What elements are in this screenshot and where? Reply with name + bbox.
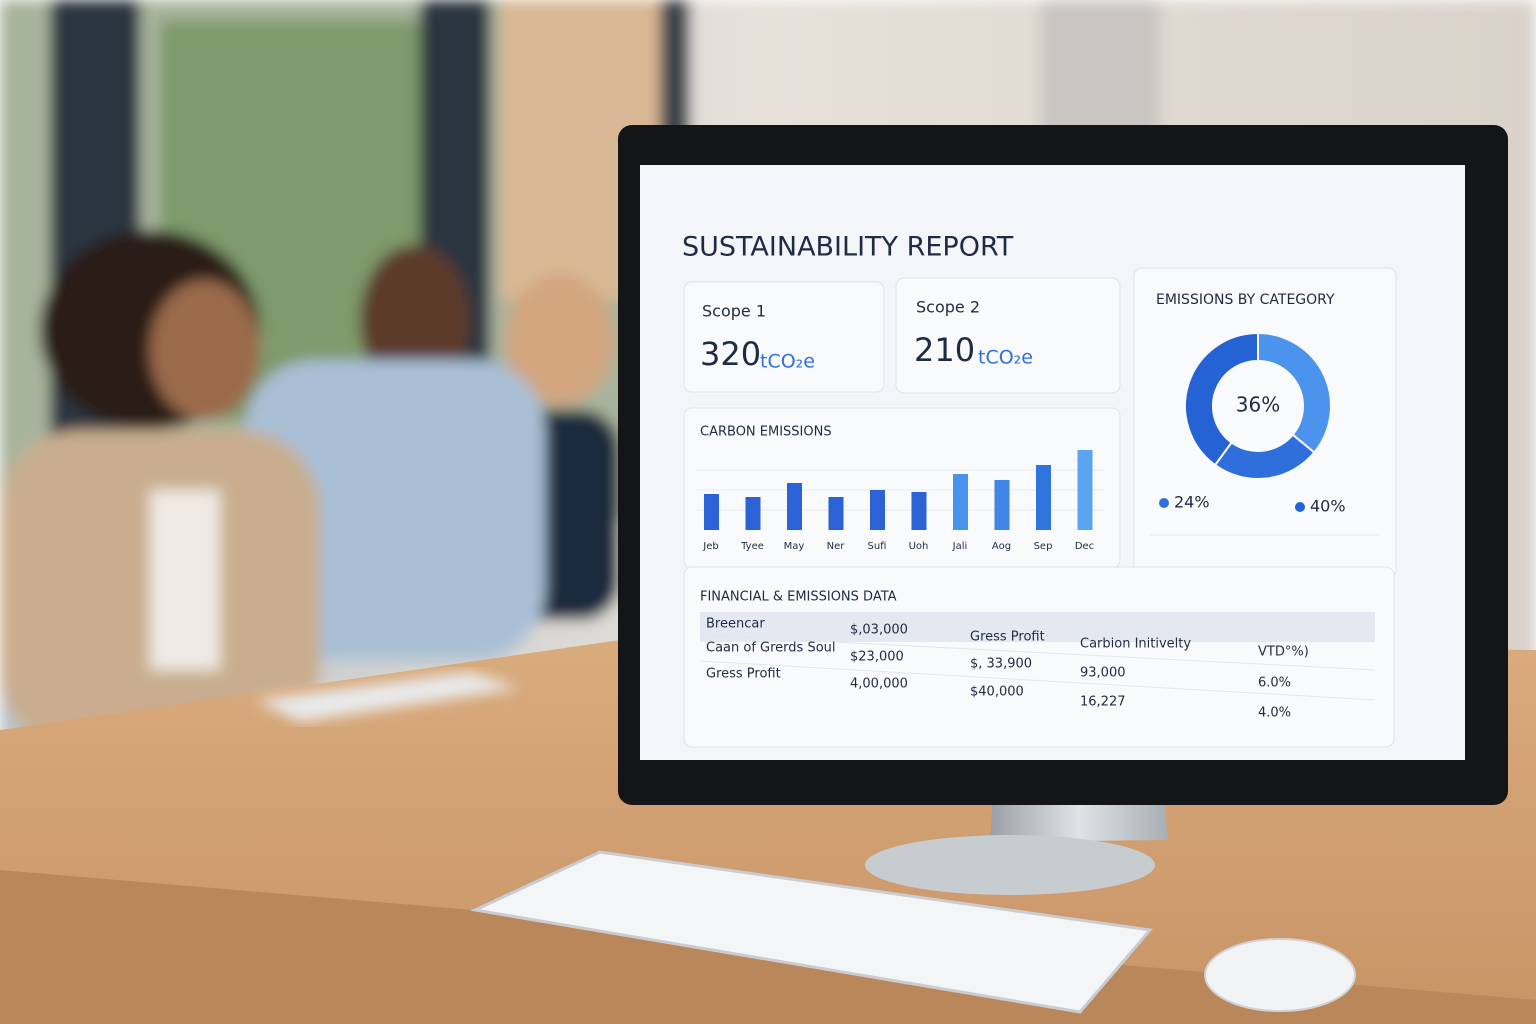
- kpi-value: 210: [914, 331, 975, 369]
- table-cell: Carbion Initivelty: [1080, 637, 1191, 652]
- donut-card: [1133, 267, 1397, 579]
- table-cell: Breencar: [706, 617, 765, 632]
- donut-segment: [1257, 331, 1332, 454]
- person-head: [360, 245, 470, 395]
- table-cell: 6.0%: [1258, 676, 1291, 691]
- donut-center-label: 36%: [1236, 393, 1280, 417]
- bar: [704, 494, 719, 530]
- mouse: [1204, 938, 1356, 1012]
- table-cell: Gress Profit: [706, 667, 781, 682]
- legend-dot: [1295, 502, 1305, 512]
- table-cell: $23,000: [850, 650, 904, 665]
- monitor-foot: [865, 835, 1155, 895]
- table-cell: $, 33,900: [970, 657, 1032, 672]
- kpi-value: 320: [700, 335, 761, 373]
- bar: [787, 483, 802, 530]
- table-cell: VTD°%): [1258, 645, 1309, 660]
- legend-dot: [1159, 498, 1169, 508]
- donut-segment: [1184, 331, 1259, 467]
- table-cell: 4.0%: [1258, 706, 1291, 721]
- kpi-label: Scope 2: [916, 298, 980, 317]
- table-cell: Caan of Grerds Soul: [706, 641, 836, 656]
- bar: [1036, 465, 1051, 530]
- row-line: [699, 660, 1376, 701]
- table-cell: Gress Profit: [970, 630, 1045, 645]
- table-cell: $,03,000: [850, 623, 908, 638]
- x-tick-label: Dec: [1075, 541, 1094, 552]
- table-cell: $40,000: [970, 685, 1024, 700]
- kpi-label: Scope 1: [702, 302, 766, 321]
- x-tick-label: Aog: [992, 541, 1011, 552]
- kpi-unit: tCO₂e: [978, 347, 1033, 369]
- donut-title: EMISSIONS BY CATEGORY: [1156, 292, 1335, 308]
- bar: [745, 497, 761, 530]
- bar: [870, 490, 885, 530]
- legend-label: 40%: [1310, 497, 1346, 516]
- kpi-unit: tCO₂e: [760, 351, 815, 373]
- x-tick-label: May: [784, 541, 805, 552]
- x-tick-label: Sufi: [868, 541, 887, 552]
- x-tick-label: Jeb: [702, 541, 718, 552]
- x-tick-label: Sep: [1034, 541, 1053, 552]
- x-tick-label: Tyee: [740, 541, 764, 552]
- table-header-bg: [700, 612, 1375, 642]
- kpi-card: [683, 281, 885, 393]
- x-tick-label: Uoh: [909, 541, 929, 552]
- bar: [994, 480, 1010, 530]
- bar: [911, 492, 927, 530]
- dashboard: SUSTAINABILITY REPORT Scope 1 320 tCO₂e …: [682, 232, 1397, 748]
- report-title: SUSTAINABILITY REPORT: [682, 232, 1014, 263]
- bar-chart-title: CARBON EMISSIONS: [700, 425, 832, 440]
- keyboard: [469, 850, 1153, 1014]
- bar: [828, 497, 844, 530]
- bar: [953, 474, 968, 530]
- table-cell: 16,227: [1080, 695, 1126, 710]
- x-tick-label: Ner: [827, 541, 846, 552]
- x-tick-label: Jali: [952, 541, 968, 552]
- person-head: [150, 280, 260, 420]
- row-line: [699, 634, 1376, 671]
- legend-label: 24%: [1174, 493, 1210, 512]
- shirt: [150, 490, 220, 670]
- notebook: [255, 672, 520, 722]
- kpi-card: [895, 277, 1121, 394]
- bar: [1077, 450, 1093, 530]
- table-title: FINANCIAL & EMISSIONS DATA: [700, 590, 897, 605]
- table-cell: 4,00,000: [850, 677, 908, 692]
- table-cell: 93,000: [1080, 666, 1126, 681]
- person-head: [505, 275, 615, 405]
